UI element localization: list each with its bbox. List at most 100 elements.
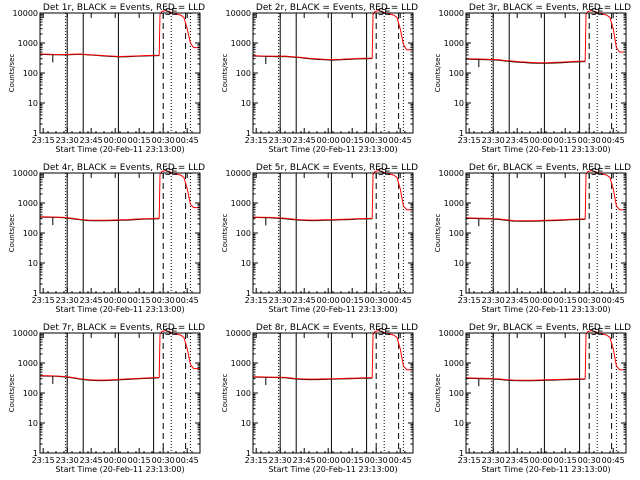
- y-tick-label: 100: [236, 389, 251, 398]
- x-tick-label: 00:15: [341, 456, 364, 465]
- series-line: [39, 10, 200, 58]
- x-tick-label: 23:45: [506, 296, 529, 305]
- x-tick-label: 00:00: [530, 296, 553, 305]
- y-tick-label: 1: [459, 449, 464, 458]
- y-tick-label: 1000: [18, 359, 38, 368]
- plot-frame: [465, 12, 627, 134]
- x-tick-label: 23:15: [32, 136, 55, 145]
- x-tick-label: 23:45: [80, 456, 103, 465]
- y-tick-label: 100: [449, 229, 464, 238]
- x-tick-label: 00:45: [602, 296, 625, 305]
- x-tick-label: 00:45: [389, 136, 412, 145]
- x-tick-label: 23:30: [56, 136, 79, 145]
- x-tick-label: 00:45: [389, 456, 412, 465]
- x-tick-label: 00:30: [152, 136, 175, 145]
- x-tick-label: 23:15: [245, 136, 268, 145]
- y-tick-label: 10000: [226, 169, 251, 178]
- y-tick-label: 100: [23, 69, 38, 78]
- y-tick-label: 10: [28, 259, 38, 268]
- x-axis-label: Start Time (20-Feb-11 23:13:00): [268, 145, 397, 154]
- panel-title: Det 3r, BLACK = Events, RED = LLD: [469, 3, 631, 13]
- y-axis-label: Counts/sec: [8, 374, 16, 413]
- x-tick-label: 23:30: [482, 456, 505, 465]
- x-tick-label: 23:15: [32, 296, 55, 305]
- x-tick-label: 00:30: [578, 296, 601, 305]
- y-tick-label: 1000: [18, 199, 38, 208]
- x-tick-label: 00:15: [554, 296, 577, 305]
- panel-title: Det 7r, BLACK = Events, RED = LLD: [43, 323, 205, 333]
- y-tick-label: 100: [23, 389, 38, 398]
- y-tick-label: 10000: [439, 329, 464, 338]
- x-tick-label: 23:45: [293, 456, 316, 465]
- series-line: [465, 330, 626, 381]
- x-tick-label: 00:15: [554, 456, 577, 465]
- y-tick-label: 10000: [13, 329, 38, 338]
- y-tick-label: 1000: [444, 39, 464, 48]
- x-axis-label: Start Time (20-Feb-11 23:13:00): [268, 465, 397, 474]
- y-tick-label: 10000: [13, 9, 38, 18]
- y-axis-label: Counts/sec: [221, 54, 229, 93]
- y-tick-label: 1: [33, 129, 38, 138]
- series-line: [39, 330, 200, 381]
- panel-title: Det 9r, BLACK = Events, RED = LLD: [469, 323, 631, 333]
- y-tick-label: 100: [449, 389, 464, 398]
- series-line: [465, 10, 626, 64]
- x-tick-label: 00:15: [128, 296, 151, 305]
- y-tick-label: 10: [241, 419, 251, 428]
- y-tick-label: 10000: [226, 9, 251, 18]
- y-tick-label: 10: [454, 259, 464, 268]
- series-line: [39, 170, 200, 221]
- y-tick-label: 10000: [13, 169, 38, 178]
- y-axis-label: Counts/sec: [8, 214, 16, 253]
- x-tick-label: 23:30: [269, 296, 292, 305]
- panel-title: Det 1r, BLACK = Events, RED = LLD: [43, 3, 205, 13]
- x-tick-label: 00:15: [341, 136, 364, 145]
- x-tick-label: 00:15: [128, 136, 151, 145]
- x-axis-label: Start Time (20-Feb-11 23:13:00): [481, 145, 610, 154]
- y-tick-label: 10: [28, 419, 38, 428]
- x-tick-label: 23:45: [506, 136, 529, 145]
- x-tick-label: 23:45: [80, 136, 103, 145]
- y-tick-label: 100: [23, 229, 38, 238]
- x-tick-label: 00:45: [602, 136, 625, 145]
- plot-frame: [39, 12, 201, 134]
- x-tick-label: 23:45: [293, 296, 316, 305]
- y-tick-label: 10: [28, 99, 38, 108]
- x-axis-label: Start Time (20-Feb-11 23:13:00): [268, 305, 397, 314]
- y-tick-label: 1: [246, 449, 251, 458]
- x-tick-label: 00:30: [365, 456, 388, 465]
- y-tick-label: 1000: [444, 199, 464, 208]
- x-tick-label: 23:15: [458, 456, 481, 465]
- y-tick-label: 10000: [226, 329, 251, 338]
- panel-title: Det 8r, BLACK = Events, RED = LLD: [256, 323, 418, 333]
- x-axis-label: Start Time (20-Feb-11 23:13:00): [55, 305, 184, 314]
- plot-frame: [465, 172, 627, 294]
- x-tick-label: 00:00: [317, 456, 340, 465]
- y-tick-label: 1000: [444, 359, 464, 368]
- x-tick-label: 23:15: [245, 456, 268, 465]
- y-tick-label: 1000: [231, 39, 251, 48]
- plot-frame: [252, 12, 414, 134]
- x-tick-label: 23:15: [458, 136, 481, 145]
- x-tick-label: 00:45: [389, 296, 412, 305]
- plot-frame: [252, 172, 414, 294]
- x-tick-label: 00:15: [341, 296, 364, 305]
- x-tick-label: 00:00: [317, 136, 340, 145]
- x-tick-label: 00:30: [578, 456, 601, 465]
- x-tick-label: 00:00: [530, 456, 553, 465]
- x-tick-label: 00:00: [530, 136, 553, 145]
- x-tick-label: 00:30: [152, 456, 175, 465]
- x-tick-label: 00:30: [578, 136, 601, 145]
- x-tick-label: 00:30: [365, 296, 388, 305]
- panel-title: Det 2r, BLACK = Events, RED = LLD: [256, 3, 418, 13]
- y-tick-label: 1: [246, 289, 251, 298]
- x-tick-label: 00:45: [176, 296, 199, 305]
- x-tick-label: 23:30: [482, 136, 505, 145]
